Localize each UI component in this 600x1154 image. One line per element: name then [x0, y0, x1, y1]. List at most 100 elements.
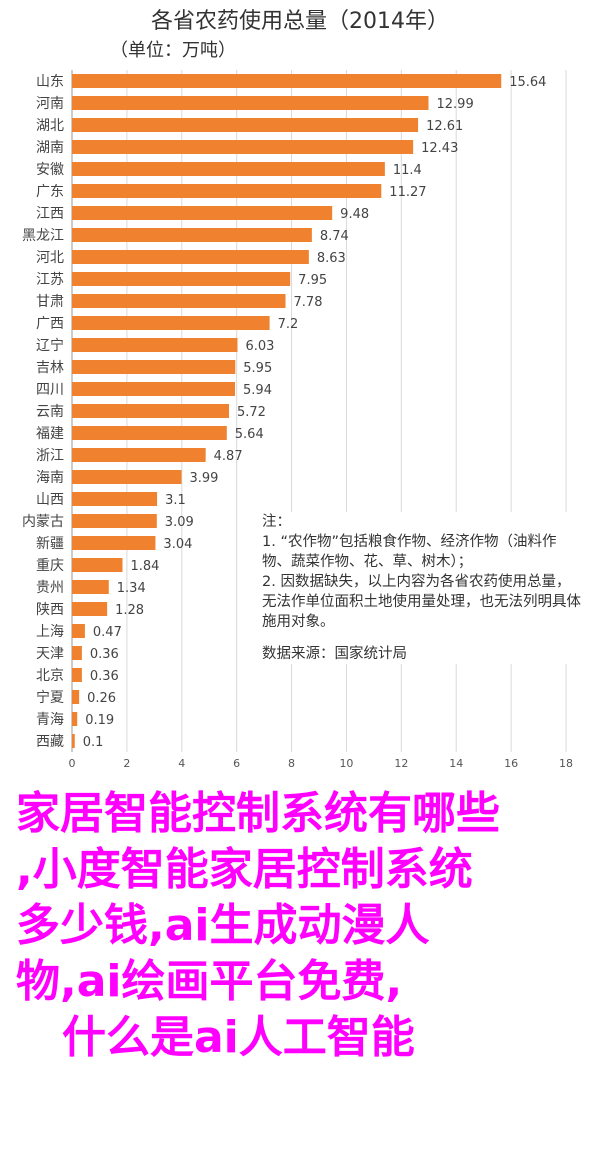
data-label: 1.28	[115, 603, 144, 618]
bar	[72, 580, 109, 594]
data-label: 0.1	[83, 735, 104, 750]
bar	[72, 74, 502, 88]
data-label: 9.48	[340, 207, 369, 222]
data-label: 6.03	[245, 339, 274, 354]
data-label: 12.99	[437, 97, 474, 112]
category-label: 内蒙古	[22, 514, 64, 530]
data-label: 5.94	[243, 383, 272, 398]
data-label: 4.87	[214, 449, 243, 464]
overlay-text: 家居智能控制系统有哪些 ,小度智能家居控制系统 多少钱,ai生成动漫人 物,ai…	[16, 786, 596, 1066]
bar	[72, 272, 291, 286]
bar	[72, 404, 229, 418]
category-label: 湖北	[36, 118, 64, 134]
overlay-line: 物,ai绘画平台免费,	[16, 956, 403, 1007]
data-label: 3.04	[163, 537, 192, 552]
data-label: 1.84	[130, 559, 159, 574]
bar	[72, 382, 236, 396]
bar	[72, 426, 227, 440]
data-label: 7.78	[294, 295, 323, 310]
category-label: 新疆	[36, 536, 64, 552]
data-label: 3.99	[190, 471, 219, 486]
notes-heading: 注：	[262, 514, 291, 530]
bar	[72, 140, 414, 154]
category-label: 浙江	[36, 448, 64, 464]
bar-chart: 0 2 4 6 8 10 12 14 16 18 山东 15.64 河南 12.99 湖北 12.61 湖南 12…	[22, 70, 573, 770]
data-label: 8.63	[317, 251, 346, 266]
data-label: 11.27	[389, 185, 426, 200]
data-label: 3.1	[165, 493, 186, 508]
category-label: 贵州	[36, 580, 64, 596]
bar	[72, 624, 85, 638]
x-tick-label: 8	[288, 757, 295, 770]
category-label: 海南	[36, 470, 64, 486]
category-label: 江西	[36, 206, 64, 222]
x-tick-label: 0	[69, 757, 76, 770]
data-label: 0.26	[87, 691, 116, 706]
category-label: 北京	[36, 668, 64, 684]
x-tick-label: 14	[449, 757, 463, 770]
data-label: 0.19	[85, 713, 114, 728]
overlay-line: ,小度智能家居控制系统	[16, 844, 473, 895]
chart-subtitle: （单位：万吨）	[110, 40, 236, 61]
bar	[72, 316, 270, 330]
note-line: 1. “农作物”包括粮食作物、经济作物（油料作物、蔬菜作物、花、草、树木）；	[262, 534, 557, 570]
data-label: 7.2	[278, 317, 299, 332]
data-label: 0.36	[90, 669, 119, 684]
bar	[72, 602, 108, 616]
category-label: 吉林	[36, 360, 64, 376]
bar	[72, 360, 236, 374]
category-label: 广西	[36, 316, 64, 332]
category-label: 辽宁	[36, 337, 64, 354]
bar	[72, 668, 82, 682]
bar	[72, 96, 429, 110]
data-label: 3.09	[165, 515, 194, 530]
bar	[72, 646, 82, 660]
category-label: 江苏	[36, 272, 64, 288]
x-tick-label: 18	[559, 757, 573, 770]
x-tick-label: 12	[394, 757, 408, 770]
category-label: 福建	[36, 426, 64, 442]
overlay-line: 什么是ai人工智能	[16, 1012, 415, 1063]
notes-box: 注： 1. “农作物”包括粮食作物、经济作物（油料作物、蔬菜作物、花、草、树木）…	[262, 512, 584, 664]
x-tick-label: 10	[339, 757, 353, 770]
category-label: 陕西	[36, 602, 64, 618]
x-tick-label: 2	[123, 757, 130, 770]
bar	[72, 558, 123, 572]
data-label: 7.95	[298, 273, 327, 288]
overlay-line: 多少钱,ai生成动漫人	[16, 900, 430, 951]
category-label: 山西	[36, 492, 64, 508]
bar	[72, 228, 312, 242]
bar	[72, 470, 182, 484]
bar	[72, 734, 75, 748]
bar	[72, 206, 333, 220]
bar	[72, 184, 382, 198]
category-label: 甘肃	[36, 294, 64, 310]
chart-title: 各省农药使用总量（2014年）	[151, 9, 449, 34]
bar	[72, 448, 206, 462]
category-label: 河南	[36, 96, 64, 112]
category-label: 黑龙江	[22, 228, 64, 244]
bar	[72, 250, 309, 264]
data-label: 0.36	[90, 647, 119, 662]
category-label: 上海	[36, 624, 64, 640]
bar	[72, 536, 156, 550]
bar	[72, 690, 80, 704]
data-label: 1.34	[117, 581, 146, 596]
category-label: 云南	[36, 404, 64, 420]
data-label: 5.72	[237, 405, 266, 420]
data-label: 5.64	[235, 427, 264, 442]
category-label: 广东	[36, 184, 64, 200]
category-label: 山东	[36, 74, 64, 90]
note-line: 2. 因数据缺失，以上内容为各省农药使用总量，无法作单位面积土地使用量处理，也无…	[262, 574, 581, 630]
data-label: 5.95	[243, 361, 272, 376]
overlay-line: 家居智能控制系统有哪些	[16, 788, 500, 839]
category-label: 青海	[36, 712, 64, 728]
bar	[72, 712, 78, 726]
bar	[72, 162, 385, 176]
data-source: 数据来源：国家统计局	[262, 646, 407, 662]
category-label: 湖南	[36, 140, 64, 156]
category-label: 河北	[36, 250, 64, 266]
bar	[72, 118, 419, 132]
x-tick-label: 6	[233, 757, 240, 770]
